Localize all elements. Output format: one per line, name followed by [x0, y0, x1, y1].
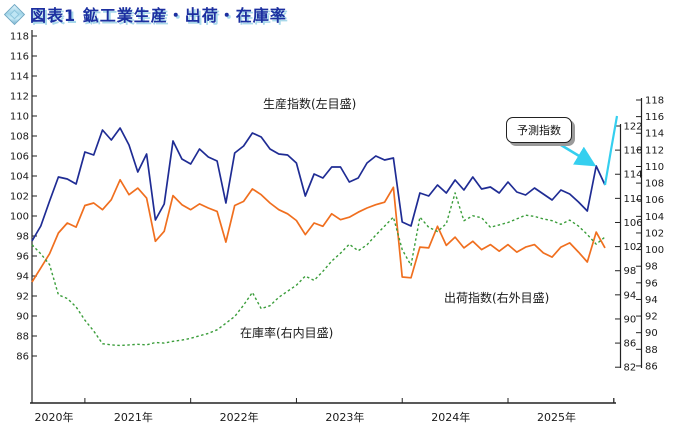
forecast-annotation-label: 予測指数	[517, 124, 561, 137]
x-axis-year-label: 2020年	[35, 410, 74, 424]
x-axis-year-label: 2022年	[220, 410, 259, 424]
right-outer-axis-tick-label: 90	[645, 328, 658, 339]
x-axis-year-label: 2021年	[114, 410, 153, 424]
right-outer-axis-tick-label: 86	[645, 361, 658, 372]
left-axis-tick-label: 112	[10, 92, 29, 103]
production-line	[31, 127, 606, 242]
left-axis-tick-label: 90	[16, 312, 29, 323]
right-outer-axis-tick-label: 118	[645, 96, 664, 107]
right-inner-axis-tick-label: 114	[624, 170, 643, 181]
right-outer-axis-tick-label: 96	[645, 278, 658, 289]
right-outer-axis-tick-label: 94	[645, 295, 658, 306]
left-axis-tick-label: 116	[10, 52, 29, 63]
right-inner-axis-tick-label: 122	[624, 122, 643, 133]
page-title: 図表1 鉱工業生産・出荷・在庫率	[30, 6, 287, 25]
right-inner-axis-tick-label: 102	[624, 242, 643, 253]
x-axis-year-label: 2024年	[431, 410, 470, 424]
right-inner-axis-tick-label: 98	[624, 266, 637, 277]
left-axis-tick-label: 114	[10, 72, 29, 83]
right-outer-axis-tick-label: 98	[645, 262, 658, 273]
left-axis-tick-label: 98	[16, 232, 29, 243]
left-axis-tick-label: 106	[10, 152, 29, 163]
left-axis-tick-label: 110	[10, 112, 29, 123]
right-outer-axis-tick-label: 114	[645, 129, 664, 140]
right-inner-axis-tick-label: 90	[624, 314, 637, 325]
right-inner-axis-tick-label: 86	[624, 339, 637, 350]
left-axis-tick-label: 102	[10, 192, 29, 203]
left-axis-tick-label: 86	[16, 352, 29, 363]
forecast-line	[603, 115, 619, 186]
right-outer-axis-tick-label: 100	[645, 245, 664, 256]
right-outer-axis-tick-label: 88	[645, 345, 658, 356]
diamond-icon	[3, 3, 26, 26]
right-outer-axis-tick-label: 102	[645, 228, 664, 239]
left-axis-tick-label: 94	[16, 272, 29, 283]
inventory-series-label: 在庫率(右内目盛)	[240, 326, 334, 340]
title-bar: 図表1 鉱工業生産・出荷・在庫率	[3, 2, 287, 26]
right-outer-axis-tick-label: 104	[645, 212, 664, 223]
right-inner-axis-tick-label: 118	[624, 146, 643, 157]
left-axis-tick-label: 108	[10, 132, 29, 143]
right-outer-axis-tick-label: 116	[645, 112, 664, 123]
shipment-line	[31, 178, 606, 283]
left-axis-tick-label: 118	[10, 32, 29, 43]
right-outer-axis-tick-label: 112	[645, 145, 664, 156]
inventory-line	[31, 192, 606, 347]
forecast-annotation-box: 予測指数	[506, 117, 572, 143]
x-axis-year-label: 2023年	[325, 410, 364, 424]
right-inner-axis-tick-label: 82	[624, 363, 637, 374]
right-outer-axis-tick-label: 106	[645, 195, 664, 206]
right-outer-axis-tick-label: 92	[645, 312, 658, 323]
left-axis-tick-label: 100	[10, 212, 29, 223]
right-inner-axis-tick-label: 106	[624, 218, 643, 229]
right-outer-axis-tick-label: 110	[645, 162, 664, 173]
shipment-series-label: 出荷指数(右外目盛)	[444, 291, 550, 305]
left-axis-tick-label: 104	[10, 172, 29, 183]
x-axis-year-label: 2025年	[537, 410, 576, 424]
right-inner-axis-tick-label: 110	[624, 194, 643, 205]
left-axis-tick-label: 92	[16, 292, 29, 303]
left-axis-tick-label: 96	[16, 252, 29, 263]
right-outer-axis-tick-label: 108	[645, 179, 664, 190]
production-series-label: 生産指数(左目盛)	[263, 97, 357, 111]
right-inner-axis-tick-label: 94	[624, 290, 637, 301]
left-axis-tick-label: 88	[16, 332, 29, 343]
forecast-arrow	[555, 140, 597, 167]
